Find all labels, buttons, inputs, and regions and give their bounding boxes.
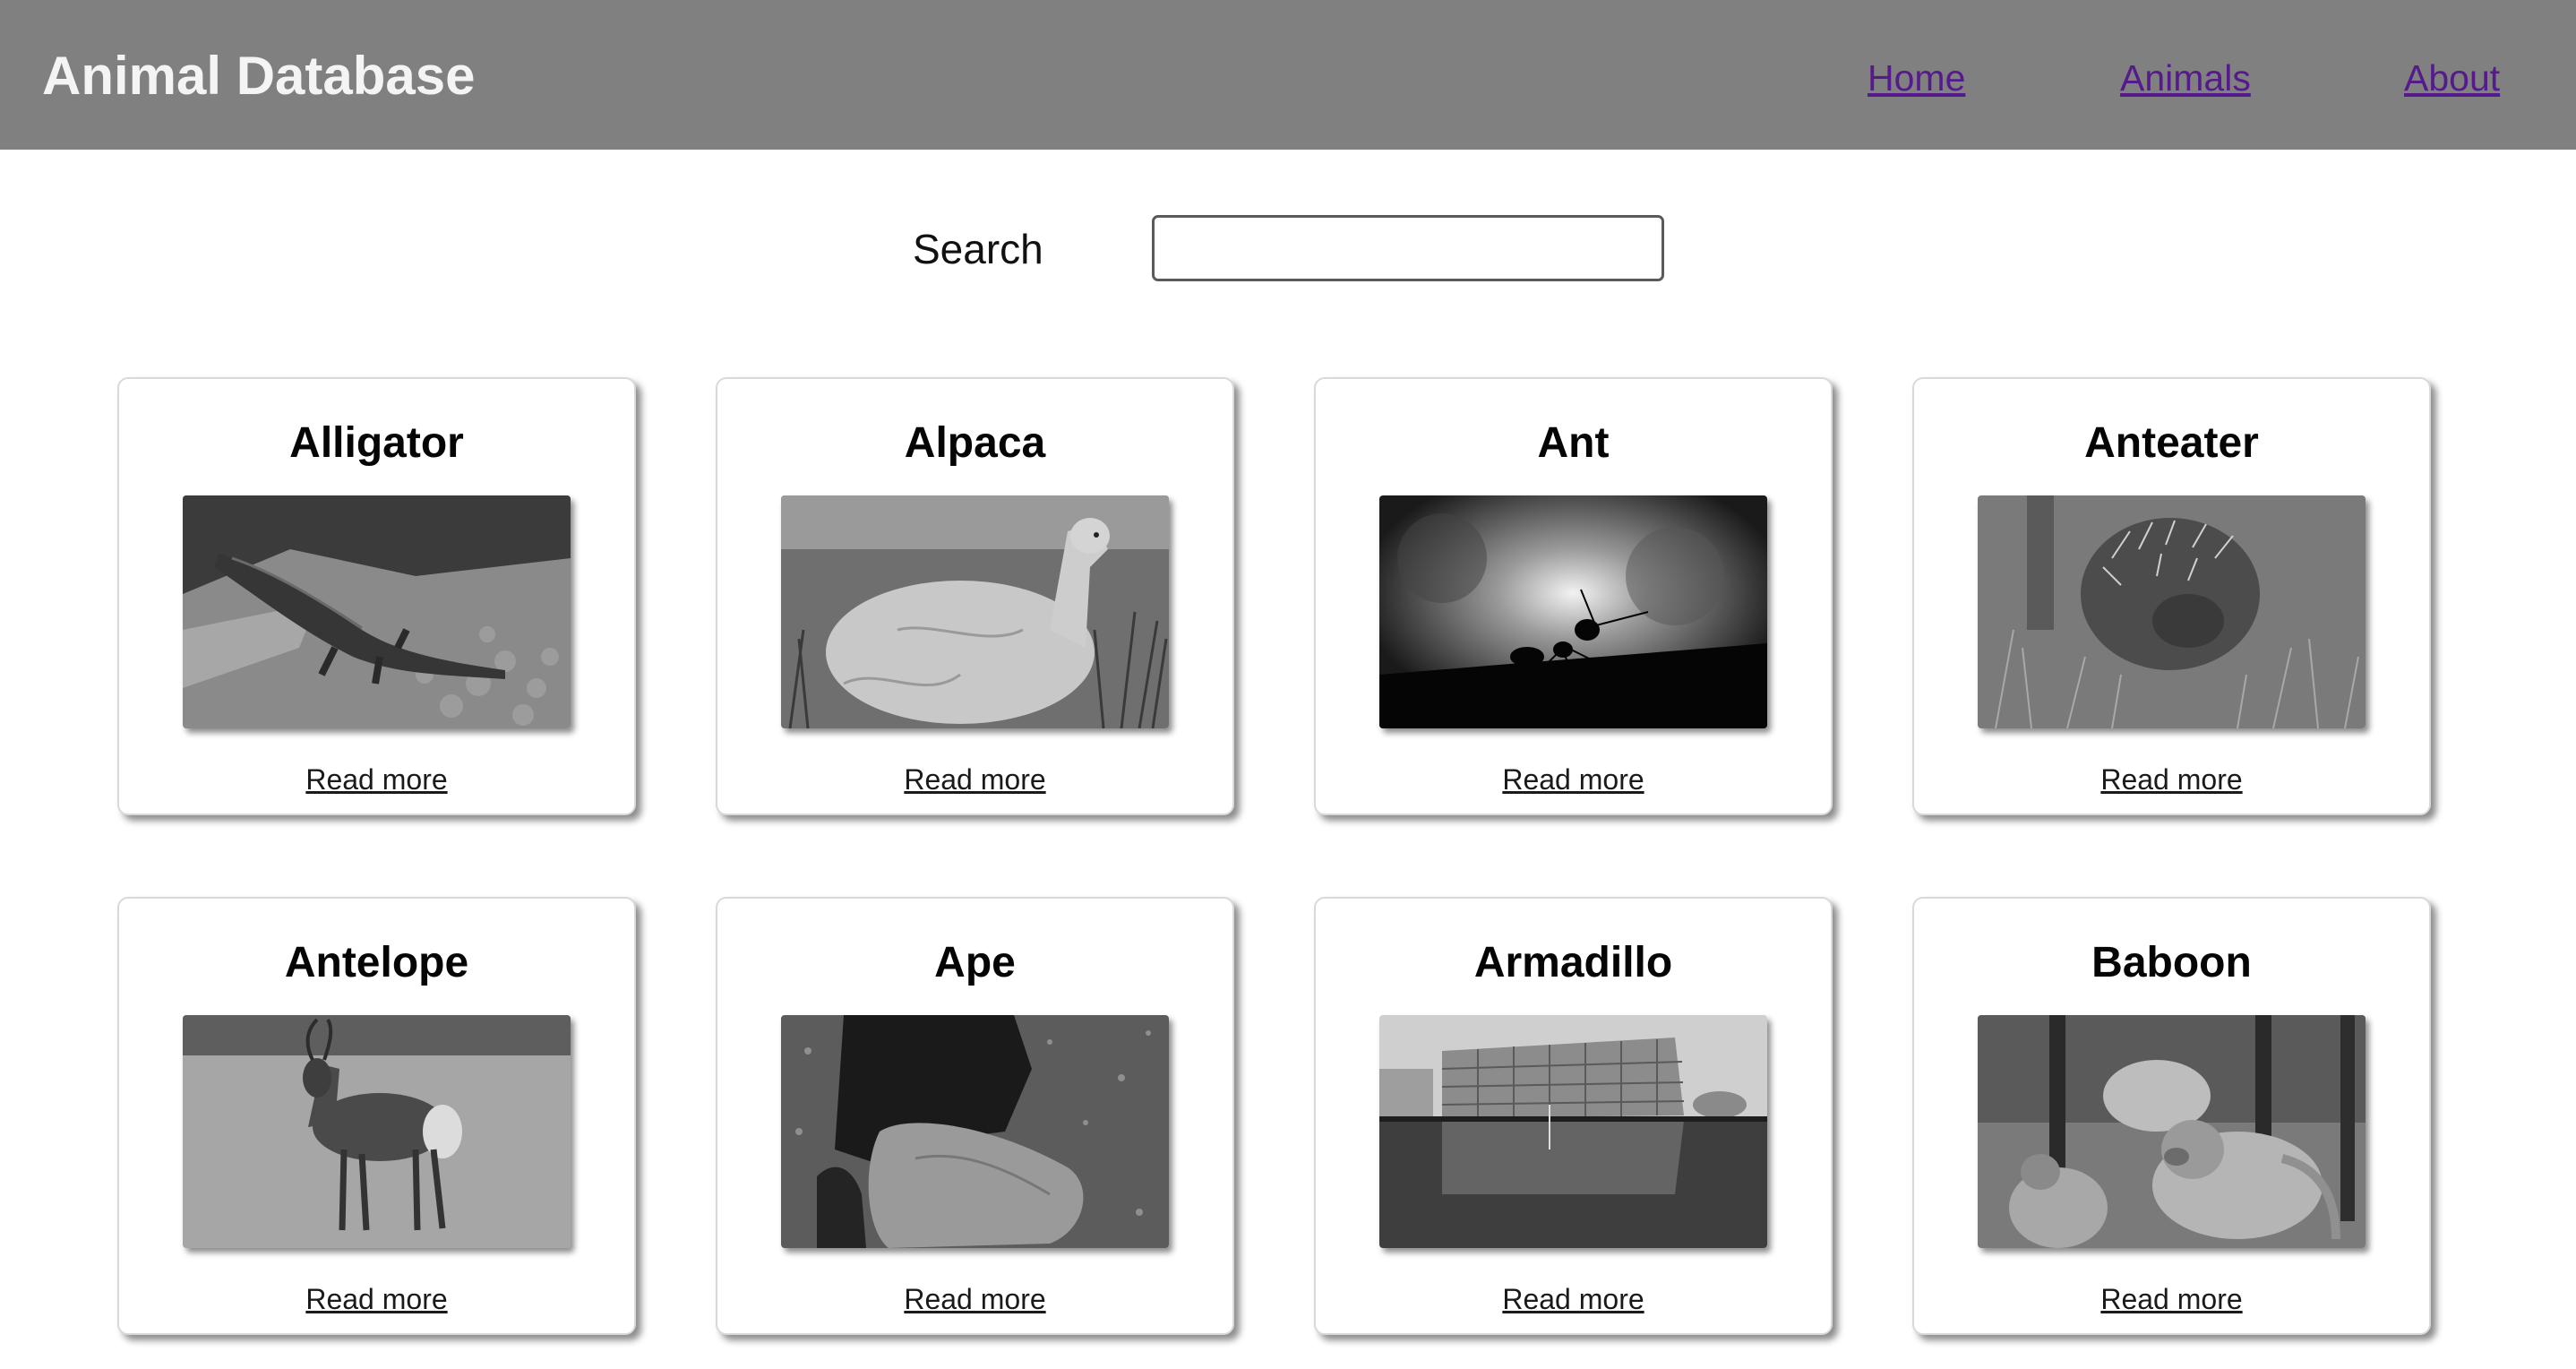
site-header: Animal Database Home Animals About: [0, 0, 2576, 150]
animal-card-ant: Ant: [1314, 377, 1833, 815]
animal-card-baboon: Baboon Read more: [1912, 897, 2431, 1335]
read-more-link[interactable]: Read more: [2100, 1283, 2243, 1315]
card-title: Anteater: [2084, 419, 2259, 467]
search-input[interactable]: [1152, 215, 1664, 281]
card-title: Alpaca: [904, 419, 1046, 467]
read-more-link[interactable]: Read more: [305, 1283, 448, 1315]
chimpanzee-photo: [781, 1015, 1169, 1248]
read-more-link[interactable]: Read more: [305, 763, 448, 796]
echidna-photo: [1978, 495, 2366, 728]
building-reflection-photo: [1379, 1015, 1767, 1248]
ant-silhouette-photo: [1379, 495, 1767, 728]
animal-card-armadillo: Armadillo Read more: [1314, 897, 1833, 1335]
animal-card-antelope: Antelope Read more: [117, 897, 636, 1335]
nav-link-animals[interactable]: Animals: [2120, 57, 2251, 99]
alpaca-photo: [781, 495, 1169, 728]
animal-card-ape: Ape Read more: [716, 897, 1234, 1335]
animal-card-anteater: Anteater Read more: [1912, 377, 2431, 815]
card-title: Antelope: [284, 939, 469, 986]
read-more-link[interactable]: Read more: [904, 1283, 1046, 1315]
card-title: Alligator: [289, 419, 464, 467]
site-title: Animal Database: [42, 46, 476, 106]
search-label: Search: [913, 226, 1043, 272]
waterbuck-photo: [183, 1015, 571, 1248]
read-more-link[interactable]: Read more: [2100, 763, 2243, 796]
read-more-link[interactable]: Read more: [904, 763, 1046, 796]
animal-card-alpaca: Alpaca Read more: [716, 377, 1234, 815]
card-title: Baboon: [2091, 939, 2252, 986]
nav-link-about[interactable]: About: [2404, 57, 2501, 99]
card-title: Armadillo: [1473, 939, 1673, 986]
animal-card-alligator: Alligator Read more: [117, 377, 636, 815]
read-more-link[interactable]: Read more: [1502, 1283, 1644, 1315]
baboons-photo: [1978, 1015, 2366, 1248]
read-more-link[interactable]: Read more: [1502, 763, 1644, 796]
alligator-photo: [183, 495, 571, 728]
card-title: Ant: [1537, 419, 1610, 467]
card-title: Ape: [934, 939, 1016, 986]
nav-link-home[interactable]: Home: [1868, 57, 1966, 99]
